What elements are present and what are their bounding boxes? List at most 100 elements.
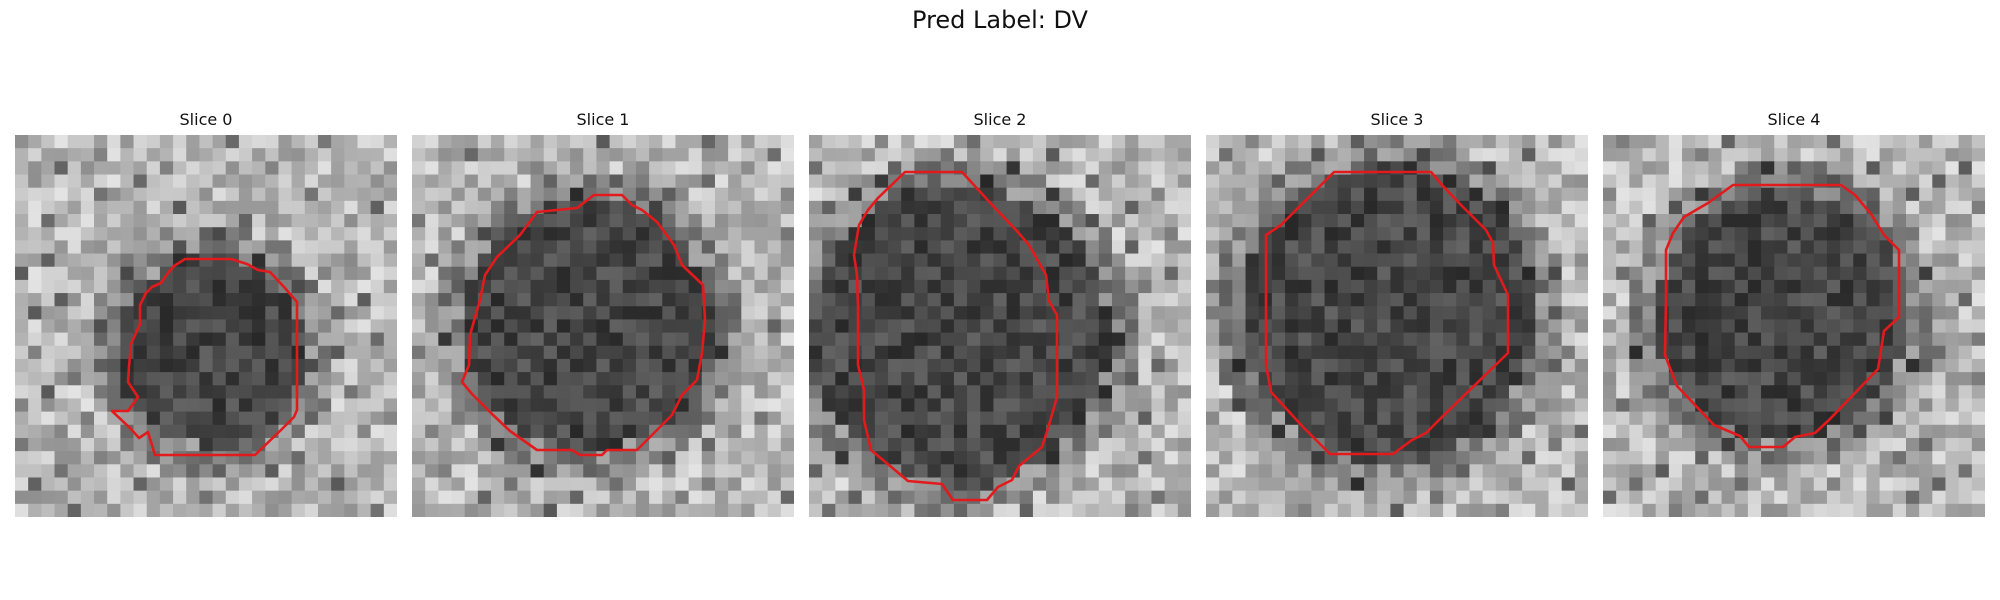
image-pixel: [331, 200, 345, 215]
image-pixel: [1747, 503, 1762, 517]
image-pixel: [622, 424, 637, 439]
image-pixel: [701, 385, 716, 400]
image-pixel: [238, 332, 253, 347]
image-pixel: [1232, 200, 1247, 215]
image-pixel: [1945, 279, 1960, 294]
image-pixel: [1032, 200, 1047, 215]
image-pixel: [252, 464, 266, 479]
image-pixel: [120, 345, 135, 360]
image-pixel: [1734, 148, 1749, 162]
image-pixel: [1111, 161, 1126, 176]
image-pixel: [278, 319, 293, 334]
image-pixel: [556, 240, 571, 255]
image-pixel: [1085, 319, 1100, 334]
image-pixel: [1522, 398, 1536, 413]
image-pixel: [1800, 200, 1815, 215]
image-pixel: [1548, 148, 1563, 162]
image-pixel: [1603, 372, 1617, 386]
image-pixel: [120, 253, 135, 268]
image-pixel: [1298, 398, 1312, 413]
image-pixel: [1285, 135, 1299, 149]
image-pixel: [1324, 227, 1339, 241]
image-pixel: [1258, 411, 1273, 426]
image-pixel: [741, 503, 756, 517]
image-pixel: [1390, 490, 1405, 505]
image-pixel: [28, 319, 42, 334]
image-pixel: [67, 266, 82, 281]
image-pixel: [622, 293, 637, 307]
image-pixel: [212, 187, 227, 202]
image-pixel: [1866, 187, 1881, 202]
image-pixel: [1032, 135, 1047, 149]
image-pixel: [94, 306, 108, 321]
image-pixel: [1311, 240, 1326, 255]
image-pixel: [1245, 187, 1260, 202]
image-pixel: [133, 437, 148, 452]
image-pixel: [780, 253, 794, 268]
image-pixel: [464, 240, 479, 255]
image-pixel: [344, 319, 359, 334]
image-pixel: [1072, 451, 1087, 465]
image-pixel: [1945, 266, 1960, 281]
image-pixel: [1616, 345, 1630, 360]
image-pixel: [835, 319, 850, 334]
image-pixel: [1311, 293, 1326, 307]
image-pixel: [1337, 253, 1352, 268]
image-pixel: [370, 464, 385, 479]
image-pixel: [1932, 174, 1947, 189]
image-pixel: [1443, 464, 1457, 479]
image-pixel: [438, 424, 453, 439]
image-pixel: [344, 503, 359, 517]
image-pixel: [1971, 464, 1985, 479]
image-pixel: [199, 345, 214, 360]
image-pixel: [1443, 214, 1457, 228]
image-pixel: [1905, 253, 1920, 268]
image-pixel: [1429, 319, 1444, 334]
image-pixel: [1059, 227, 1074, 241]
image-pixel: [1787, 135, 1802, 149]
image-pixel: [1019, 293, 1034, 307]
image-pixel: [1574, 293, 1588, 307]
image-pixel: [1945, 372, 1960, 386]
image-pixel: [1006, 372, 1021, 386]
image-pixel: [1708, 161, 1723, 176]
image-pixel: [1826, 200, 1841, 215]
image-pixel: [1535, 358, 1550, 373]
image-pixel: [291, 227, 306, 241]
image-pixel: [1046, 279, 1060, 294]
image-pixel: [1138, 411, 1153, 426]
image-pixel: [1072, 253, 1087, 268]
image-pixel: [543, 385, 558, 400]
image-pixel: [451, 240, 466, 255]
image-pixel: [688, 279, 703, 294]
image-pixel: [914, 332, 929, 347]
image-pixel: [304, 332, 319, 347]
image-pixel: [1682, 372, 1696, 386]
image-pixel: [609, 319, 624, 334]
image-pixel: [1629, 227, 1644, 241]
image-pixel: [357, 345, 372, 360]
image-pixel: [1629, 253, 1644, 268]
image-pixel: [662, 319, 677, 334]
image-pixel: [41, 385, 56, 400]
image-pixel: [357, 187, 372, 202]
image-pixel: [940, 187, 955, 202]
image-pixel: [1813, 332, 1828, 347]
image-pixel: [120, 306, 135, 321]
image-pixel: [953, 345, 968, 360]
image-pixel: [1098, 411, 1113, 426]
image-pixel: [888, 266, 902, 281]
image-pixel: [1734, 214, 1749, 228]
image-pixel: [438, 345, 453, 360]
image-pixel: [1879, 187, 1894, 202]
image-pixel: [1642, 490, 1657, 505]
image-pixel: [556, 503, 571, 517]
image-pixel: [1932, 411, 1947, 426]
image-pixel: [767, 345, 782, 360]
image-pixel: [1298, 306, 1312, 321]
image-pixel: [212, 503, 227, 517]
image-pixel: [1774, 148, 1789, 162]
image-pixel: [543, 293, 558, 307]
image-pixel: [252, 148, 266, 162]
image-pixel: [1642, 437, 1657, 452]
